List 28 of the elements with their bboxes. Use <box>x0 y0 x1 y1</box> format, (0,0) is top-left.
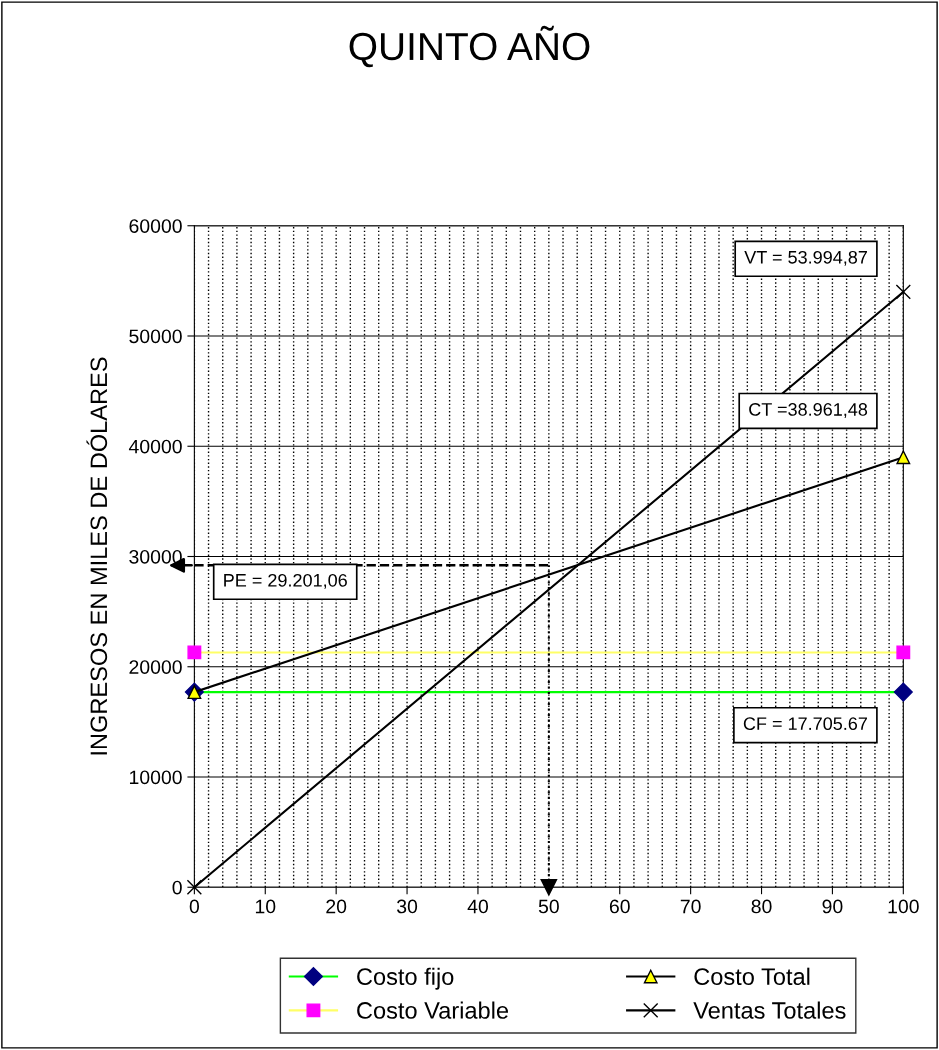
x-tick-label: 0 <box>189 899 200 914</box>
x-tick-label: 10 <box>255 899 276 914</box>
x-tick-label: 20 <box>326 899 347 914</box>
y-tick-label: 30000 <box>129 549 182 564</box>
y-tick-label: 60000 <box>129 219 182 233</box>
x-tick-label: 60 <box>609 899 630 914</box>
annotation: CT =38.961,48 <box>749 403 868 418</box>
x-tick-label: 50 <box>538 899 559 914</box>
y-tick-label: 20000 <box>129 660 182 674</box>
x-tick-label: 80 <box>751 899 772 914</box>
legend-label: Costo Variable <box>357 1001 509 1019</box>
annotation: CF = 17.705.67 <box>743 717 867 731</box>
ref-line-label: PE = 29.201,06 <box>224 573 347 589</box>
x-tick-label: 100 <box>888 899 919 914</box>
legend-label: Costo Total <box>694 967 810 986</box>
y-axis-title: INGRESOS EN MILES DE DÓLARES <box>86 357 108 755</box>
y-tick-label: 0 <box>172 880 182 895</box>
annotation: VT = 53.994,87 <box>744 250 867 266</box>
chart-title: QUINTO AÑO <box>349 25 590 68</box>
x-tick-label: 30 <box>396 899 418 914</box>
x-tick-label: 40 <box>467 899 489 914</box>
y-tick-label: 10000 <box>129 770 182 785</box>
x-tick-label: 90 <box>822 899 843 914</box>
y-tick-label: 40000 <box>128 439 182 454</box>
x-tick-label: 70 <box>680 899 701 914</box>
legend-label: Costo fijo <box>357 967 454 990</box>
y-tick-label: 50000 <box>129 329 182 344</box>
legend-label: Ventas Totales <box>693 1001 846 1019</box>
